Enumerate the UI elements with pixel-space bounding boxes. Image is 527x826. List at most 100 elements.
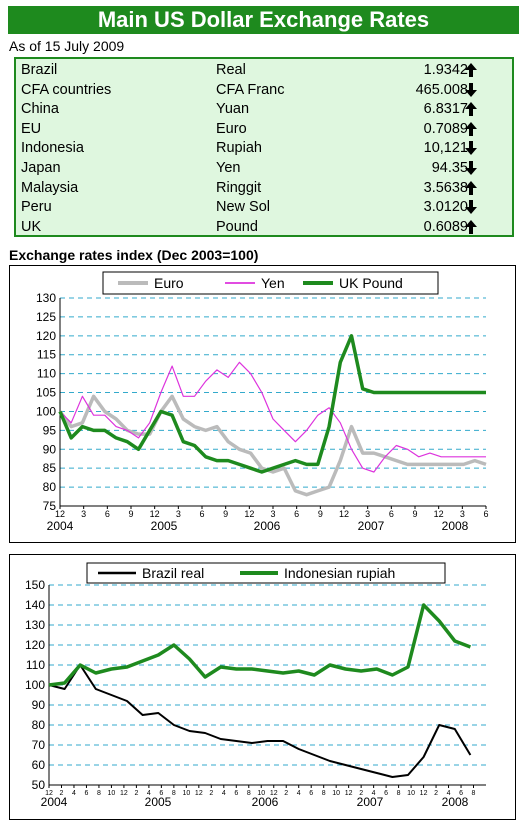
rate-currency: Yen	[216, 160, 241, 176]
x-year-label: 2007	[358, 519, 385, 533]
series-line-yen	[59, 361, 486, 473]
y-tick-label: 120	[36, 329, 56, 343]
legend	[102, 271, 439, 295]
rate-rate: 10,121	[423, 140, 468, 157]
rate-rate: 3.0120	[423, 199, 468, 216]
x-tick-label: 12	[120, 790, 128, 797]
rate-row: Malaysia Ringgit 3.5638	[16, 180, 512, 200]
y-tick-label: 75	[43, 499, 57, 513]
up-arrow-icon	[465, 180, 477, 195]
rate-country: Japan	[21, 160, 61, 176]
rate-currency: CFA Franc	[216, 81, 285, 98]
x-tick-label: 6	[85, 790, 89, 797]
rate-currency: Rupiah	[216, 140, 262, 157]
x-tick-label: 3	[270, 509, 275, 519]
legend-label: Brazil real	[142, 565, 204, 581]
exchange-rate-index-chart: 75 80 85 90 95 100 105 110 115 120 125 130 12 3 6 9 12 3 6…	[36, 271, 489, 533]
x-tick-label: 6	[159, 790, 163, 797]
x-tick-label: 9	[318, 509, 323, 519]
rate-currency: Real	[216, 62, 246, 78]
legend-label: Euro	[154, 275, 184, 291]
rate-country: EU	[21, 120, 42, 137]
y-tick-label: 95	[43, 423, 57, 437]
y-tick-label: 60	[32, 758, 46, 772]
rate-country: Malaysia	[21, 179, 79, 196]
x-year-label: 2006	[254, 519, 281, 533]
y-tick-label: 105	[36, 386, 56, 400]
x-tick-label: 6	[459, 790, 463, 797]
y-tick-label: 110	[26, 658, 45, 672]
y-tick-label: 150	[25, 578, 45, 592]
y-tick-label: 130	[36, 291, 56, 305]
chart-1-title: Exchange rates index (Dec 2003=100)	[9, 247, 259, 263]
rate-row: Indonesia Rupiah 10,121	[16, 140, 512, 160]
x-tick-label: 9	[128, 509, 133, 519]
y-tick-label: 90	[32, 698, 46, 712]
x-tick-label: 2	[434, 790, 438, 797]
x-tick-label: 8	[472, 790, 476, 797]
up-arrow-icon	[465, 121, 477, 136]
x-tick-label: 10	[182, 790, 190, 797]
chart-1-frame: 75 80 85 90 95 100 105 110 115 120 125 130 12 3 6 9 12 3 6…	[9, 265, 516, 543]
x-tick-label: 4	[222, 790, 226, 797]
as-of-date: As of 15 July 2009	[9, 38, 125, 54]
x-year-label: 2006	[252, 795, 279, 809]
rate-country: Brazil	[21, 62, 58, 78]
x-tick-label: 2	[60, 790, 64, 797]
x-tick-label: 12	[420, 790, 428, 797]
down-arrow-icon	[465, 82, 477, 97]
x-tick-label: 12	[345, 790, 353, 797]
brazil-indonesia-chart: 50 60 70 80 90 100 110 120 130 140 150 12 2 4 6 8 10 12 2 4…	[25, 562, 486, 809]
x-tick-label: 4	[447, 790, 451, 797]
rate-currency: New Sol	[216, 199, 270, 216]
x-tick-label: 8	[322, 790, 326, 797]
x-tick-label: 12	[195, 790, 203, 797]
x-tick-label: 12	[150, 509, 160, 519]
y-tick-label: 140	[25, 598, 45, 612]
x-tick-label: 2	[284, 790, 288, 797]
x-tick-label: 6	[389, 509, 394, 519]
rate-country: China	[21, 101, 59, 118]
x-tick-label: 6	[105, 509, 110, 519]
legend-label: Indonesian rupiah	[284, 565, 395, 581]
x-tick-label: 4	[372, 790, 376, 797]
y-tick-label: 100	[36, 404, 56, 418]
rate-country: UK	[21, 218, 42, 235]
x-tick-label: 3	[176, 509, 181, 519]
y-tick-label: 120	[25, 638, 45, 652]
down-arrow-icon	[465, 161, 477, 175]
down-arrow-icon	[465, 200, 477, 215]
y-tick-label: 50	[32, 778, 46, 792]
x-tick-label: 6	[199, 509, 204, 519]
y-tick-label: 115	[37, 348, 56, 362]
x-tick-label: 12	[339, 509, 349, 519]
rate-row: Japan Yen 94.35	[16, 160, 512, 180]
y-tick-label: 125	[36, 310, 56, 324]
rate-rate: 1.9342	[423, 62, 468, 78]
x-year-label: 2004	[41, 795, 68, 809]
rate-row: China Yuan 6.8317	[16, 101, 512, 121]
x-tick-label: 9	[223, 509, 228, 519]
x-tick-label: 8	[97, 790, 101, 797]
rate-rate: 94.35	[431, 160, 468, 176]
up-arrow-icon	[465, 219, 477, 234]
x-tick-label: 2	[209, 790, 213, 797]
x-tick-label: 4	[72, 790, 76, 797]
x-tick-label: 6	[384, 790, 388, 797]
y-tick-label: 70	[32, 738, 46, 752]
rate-currency: Euro	[216, 120, 247, 137]
rate-row: EU Euro 0.7089	[16, 121, 512, 141]
x-year-label: 2005	[145, 795, 172, 809]
x-tick-label: 4	[147, 790, 151, 797]
rate-rate: 6.8317	[423, 101, 468, 118]
rate-row: UK Pound 0.6089	[16, 219, 512, 239]
series-line-uk-pound	[58, 334, 486, 474]
legend-label: Yen	[261, 275, 285, 291]
y-tick-label: 110	[37, 367, 56, 381]
x-tick-label: 10	[407, 790, 415, 797]
down-arrow-icon	[465, 141, 477, 156]
up-arrow-icon	[465, 63, 477, 77]
x-tick-label: 3	[365, 509, 370, 519]
x-year-label: 2007	[357, 795, 384, 809]
x-tick-label: 12	[55, 509, 65, 519]
